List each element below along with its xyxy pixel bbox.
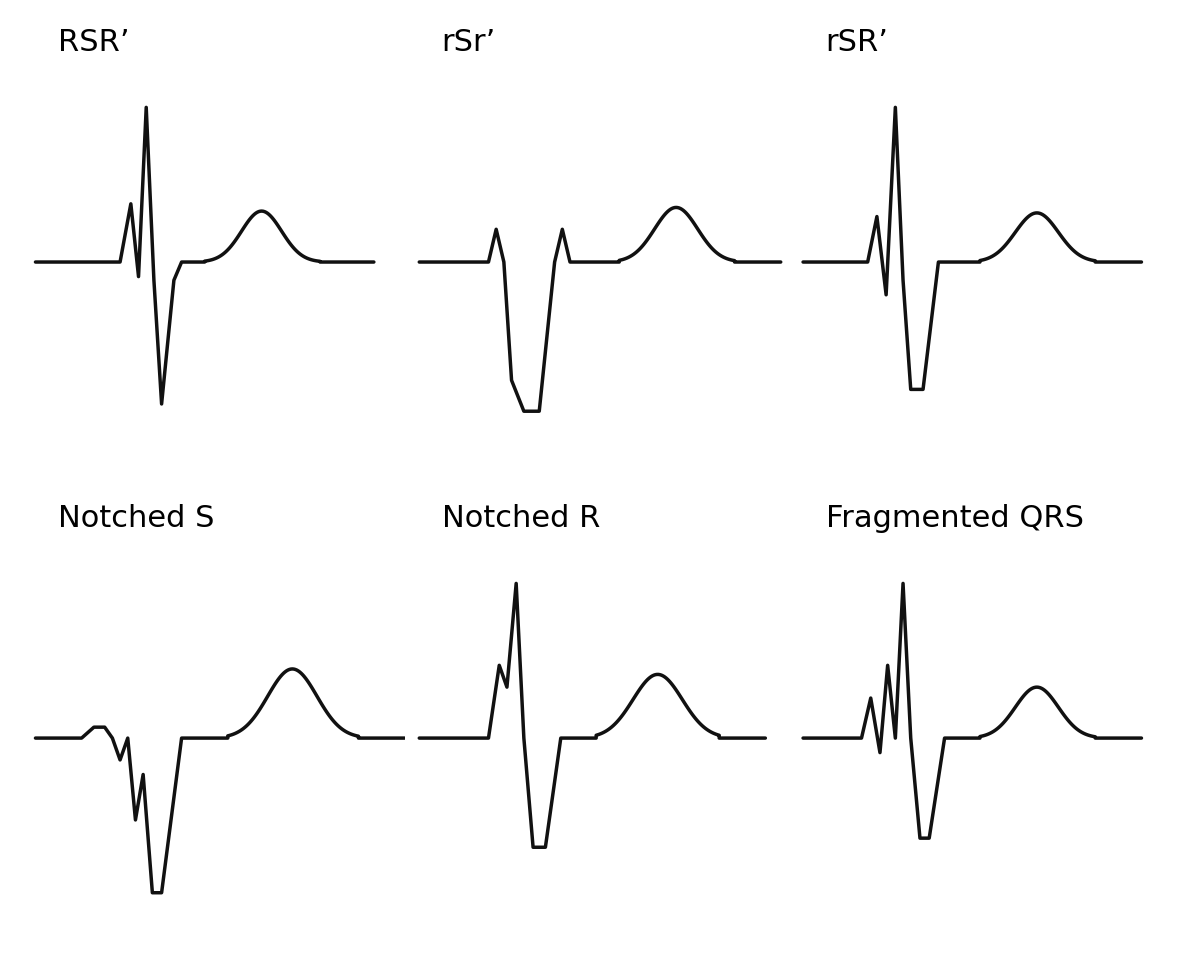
Text: rSr’: rSr’ xyxy=(442,28,496,57)
Text: Notched S: Notched S xyxy=(58,504,215,533)
Text: RSR’: RSR’ xyxy=(58,28,130,57)
Text: Fragmented QRS: Fragmented QRS xyxy=(826,504,1084,533)
Text: Notched R: Notched R xyxy=(442,504,600,533)
Text: rSR’: rSR’ xyxy=(826,28,888,57)
